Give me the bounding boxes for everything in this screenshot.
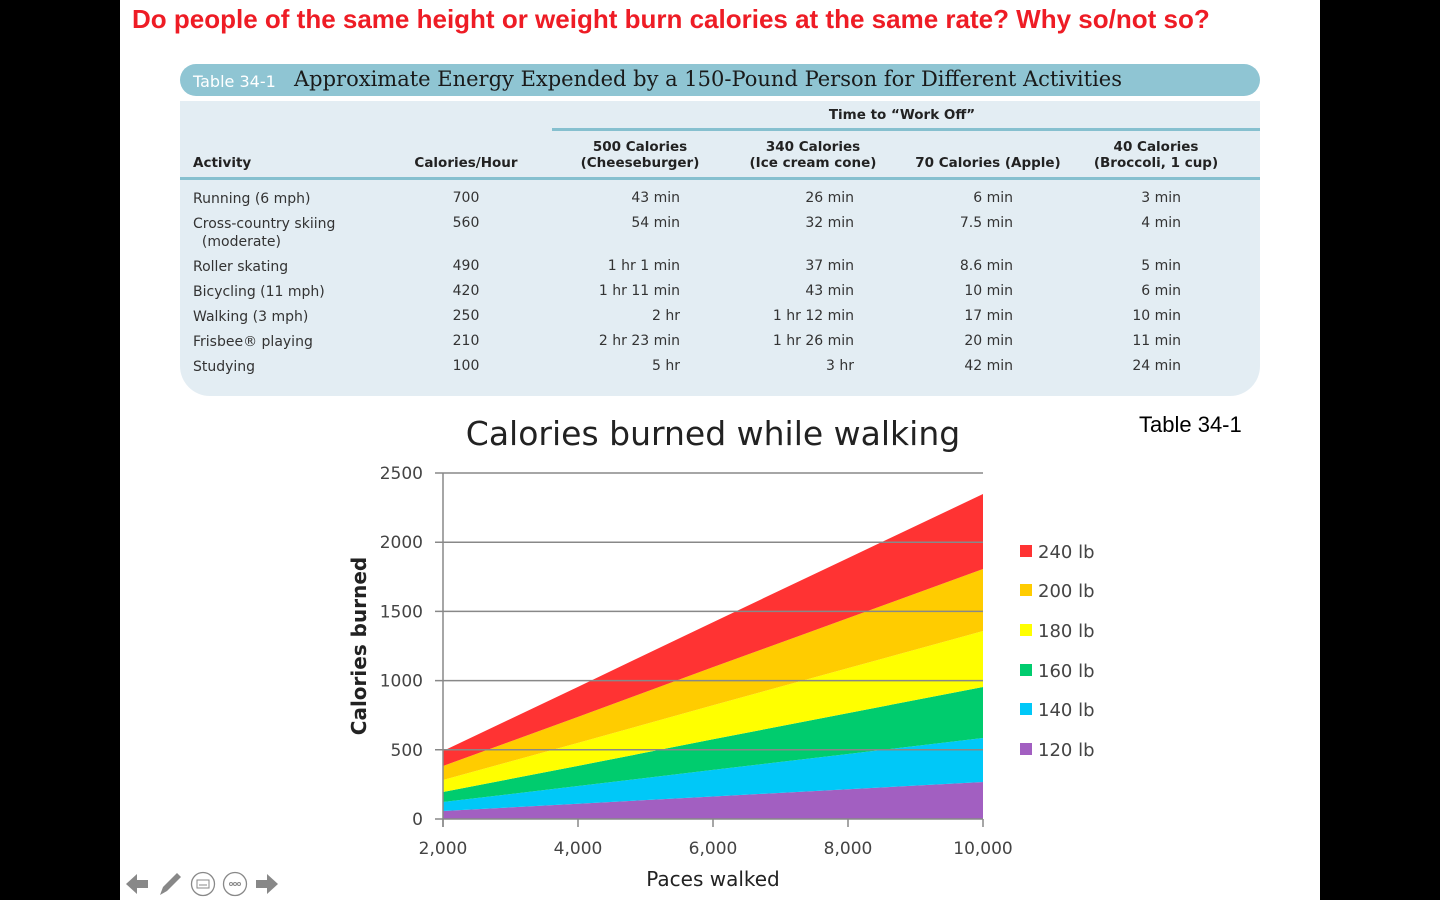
legend-swatch [1020, 664, 1032, 676]
table-cell: 420 [452, 283, 480, 299]
column-header: Activity [193, 155, 252, 171]
column-header: 340 Calories (Ice cream cone) [749, 139, 877, 171]
arrow-left-icon[interactable] [124, 872, 150, 896]
group-rule [552, 128, 1260, 131]
table-cell: 24 min [1132, 358, 1181, 374]
table-cell: 1 hr 12 min [772, 308, 854, 324]
legend-swatch [1020, 703, 1032, 715]
x-tick-label: 10,000 [953, 839, 1012, 859]
subtitles-icon[interactable] [190, 871, 216, 897]
y-tick-label: 2500 [380, 464, 423, 484]
more-icon[interactable] [222, 871, 248, 897]
y-tick-label: 1000 [380, 672, 423, 692]
area-120-lb [443, 782, 983, 819]
table-cell: 6 min [973, 190, 1013, 206]
x-tick-label: 4,000 [554, 839, 603, 859]
slideshow-nav [124, 870, 280, 898]
activity-cell: Cross-country skiing (moderate) [193, 216, 336, 250]
table-cell: 1 hr 11 min [598, 283, 680, 299]
y-tick-label: 500 [391, 741, 423, 761]
table-cell: 2 hr 23 min [598, 333, 680, 349]
legend-label: 240 lb [1038, 542, 1095, 563]
area-200-lb [443, 569, 983, 780]
activity-cell: Walking (3 mph) [193, 309, 309, 325]
legend-swatch [1020, 584, 1032, 596]
table-cell: 8.6 min [959, 258, 1013, 274]
y-tick-label: 1500 [380, 602, 423, 622]
table-reference: Table 34-1 [1139, 412, 1242, 437]
activity-cell: Studying [193, 359, 256, 375]
table-cell: 43 min [631, 190, 680, 206]
slide: Do people of the same height or weight b… [120, 0, 1320, 900]
legend-label: 140 lb [1038, 700, 1095, 721]
table-header-bar [180, 64, 1260, 96]
column-header: 500 Calories (Cheeseburger) [580, 139, 700, 171]
table-cell: 6 min [1141, 283, 1181, 299]
legend-swatch [1020, 624, 1032, 636]
table-cell: 210 [452, 333, 480, 349]
area-160-lb [443, 686, 983, 802]
area-140-lb [443, 738, 983, 811]
table-cell: 3 min [1141, 190, 1181, 206]
table-cell: 700 [452, 190, 480, 206]
table-cell: 1 hr 1 min [607, 258, 680, 274]
table-cell: 560 [452, 215, 480, 231]
table-cell: 20 min [964, 333, 1013, 349]
legend-label: 180 lb [1038, 621, 1095, 642]
area-180-lb [443, 631, 983, 793]
y-tick-label: 0 [412, 810, 423, 830]
column-header: 40 Calories (Broccoli, 1 cup) [1093, 139, 1219, 171]
legend-swatch [1020, 743, 1032, 755]
x-tick-label: 2,000 [419, 839, 468, 859]
legend-swatch [1020, 545, 1032, 557]
table-cell: 1 hr 26 min [772, 333, 854, 349]
activity-cell: Running (6 mph) [193, 191, 311, 207]
table-cell: 10 min [964, 283, 1013, 299]
table-cell: 490 [452, 258, 480, 274]
table-cell: 54 min [631, 215, 680, 231]
legend-label: 200 lb [1038, 581, 1095, 602]
column-header: 70 Calories (Apple) [915, 155, 1061, 171]
table-cell: 4 min [1141, 215, 1181, 231]
x-axis-label: Paces walked [646, 867, 780, 891]
activity-cell: Roller skating [193, 259, 289, 275]
legend-label: 120 lb [1038, 740, 1095, 761]
table-cell: 7.5 min [959, 215, 1013, 231]
table-cell: 17 min [964, 308, 1013, 324]
arrow-right-icon[interactable] [254, 872, 280, 896]
table-cell: 37 min [805, 258, 854, 274]
activity-cell: Frisbee® playing [193, 334, 313, 350]
x-tick-label: 6,000 [689, 839, 738, 859]
table-cell: 26 min [805, 190, 854, 206]
x-tick-label: 8,000 [824, 839, 873, 859]
column-header: Calories/Hour [414, 155, 518, 171]
energy-table: Time to “Work Off” Activity Calories/Hour 5… [180, 101, 1260, 396]
table-cell: 43 min [805, 283, 854, 299]
slide-question: Do people of the same height or weight b… [132, 4, 1210, 34]
activity-cell: Bicycling (11 mph) [193, 284, 325, 300]
area-chart: 0 500 1000 1500 2000 2500 2,000 4,000 6,000 8,000… [347, 464, 1095, 891]
group-header: Time to “Work Off” [828, 107, 976, 123]
y-axis-label: Calories burned [347, 557, 371, 735]
y-tick-label: 2000 [380, 533, 423, 553]
table-cell: 3 hr [826, 358, 854, 374]
table-cell: 11 min [1132, 333, 1181, 349]
chart-title: Calories burned while walking [465, 414, 961, 453]
table-cell: 5 min [1141, 258, 1181, 274]
table-label: Table 34-1 [193, 72, 276, 91]
table-cell: 5 hr [652, 358, 680, 374]
header-rule [180, 177, 1260, 180]
pen-icon[interactable] [156, 870, 184, 898]
table-cell: 10 min [1132, 308, 1181, 324]
table-title: Approximate Energy Expended by a 150-Pou… [294, 67, 1123, 91]
legend-label: 160 lb [1038, 661, 1095, 682]
table-cell: 42 min [964, 358, 1013, 374]
table-cell: 250 [452, 308, 480, 324]
table-cell: 32 min [805, 215, 854, 231]
table-cell: 2 hr [652, 308, 680, 324]
table-cell: 100 [452, 358, 480, 374]
area-240-lb [443, 494, 983, 766]
